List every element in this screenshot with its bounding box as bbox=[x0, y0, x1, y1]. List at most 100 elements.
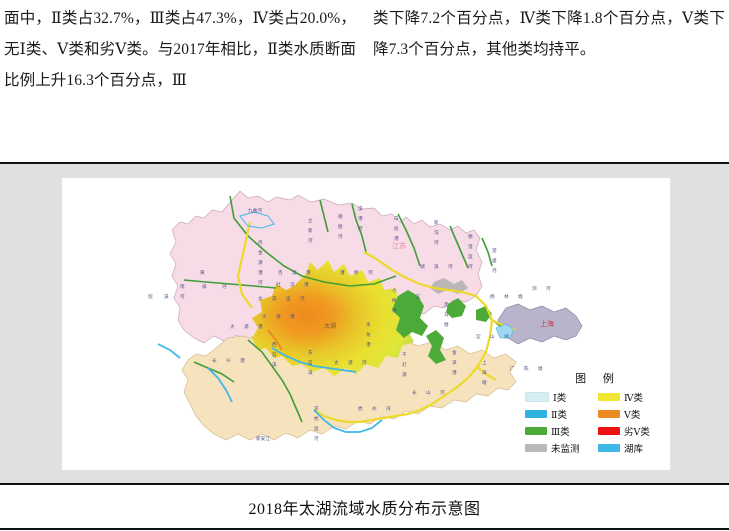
svg-text:塘: 塘 bbox=[444, 321, 449, 328]
svg-text:州: 州 bbox=[372, 406, 377, 411]
legend-swatch-class-5 bbox=[598, 410, 620, 418]
svg-text:河: 河 bbox=[448, 263, 453, 269]
map-canvas: 江苏 上海 太湖 九曲河 丹 金 溧 漕 河 立 新 河 德 胜 河 澡 bbox=[62, 178, 670, 470]
svg-text:京: 京 bbox=[314, 405, 319, 412]
svg-text:塘: 塘 bbox=[538, 365, 543, 372]
svg-text:社: 社 bbox=[276, 281, 281, 288]
legend-item-reservoir: 湖库 bbox=[598, 441, 665, 455]
svg-text:运: 运 bbox=[286, 295, 291, 302]
svg-text:新: 新 bbox=[308, 227, 313, 234]
svg-text:锡: 锡 bbox=[468, 233, 473, 240]
svg-text:梅: 梅 bbox=[392, 297, 397, 304]
svg-text:运: 运 bbox=[314, 425, 319, 432]
svg-text:湖: 湖 bbox=[420, 263, 425, 270]
svg-text:港: 港 bbox=[258, 323, 263, 330]
svg-text:杭: 杭 bbox=[358, 405, 363, 412]
legend-label-unmonitored: 未监测 bbox=[551, 445, 580, 455]
figure-caption: 2018年太湖流域水质分布示意图 bbox=[248, 500, 481, 518]
taihu-basin-map: 江苏 上海 太湖 九曲河 丹 金 溧 漕 河 立 新 河 德 胜 河 澡 bbox=[148, 190, 583, 442]
svg-text:浏: 浏 bbox=[532, 285, 537, 291]
legend-label-class-worse-5: 劣Ⅴ类 bbox=[624, 428, 650, 438]
svg-text:新: 新 bbox=[434, 219, 439, 226]
svg-text:新安江: 新安江 bbox=[256, 435, 270, 442]
figure-caption-top-rule bbox=[0, 483, 729, 485]
legend-swatch-class-worse-5 bbox=[598, 427, 620, 435]
svg-text:河: 河 bbox=[546, 285, 551, 291]
svg-text:九曲河: 九曲河 bbox=[248, 207, 262, 214]
svg-text:虞: 虞 bbox=[492, 257, 497, 264]
svg-text:河: 河 bbox=[440, 389, 445, 395]
svg-text:河: 河 bbox=[222, 283, 227, 289]
svg-text:兴: 兴 bbox=[226, 357, 231, 364]
legend-swatch-reservoir bbox=[598, 444, 620, 452]
svg-text:河: 河 bbox=[362, 359, 367, 365]
article-column-left: 面中，Ⅱ类占32.7%，Ⅲ类占47.3%，Ⅳ类占20.0%，无Ⅰ类、Ⅴ类和劣Ⅴ类… bbox=[4, 3, 356, 96]
svg-text:广: 广 bbox=[510, 365, 515, 372]
svg-text:河: 河 bbox=[338, 233, 343, 239]
article-paragraph-right: 类下降7.2个百分点，Ⅳ类下降1.8个百分点，Ⅴ类下降7.3个百分点，其他类均持… bbox=[373, 10, 725, 58]
svg-text:浦: 浦 bbox=[348, 359, 353, 366]
svg-text:浦: 浦 bbox=[244, 323, 249, 330]
svg-text:海: 海 bbox=[482, 369, 487, 376]
svg-text:淀: 淀 bbox=[476, 333, 481, 340]
svg-text:江: 江 bbox=[416, 293, 421, 300]
svg-text:河: 河 bbox=[468, 263, 473, 269]
map-label-taihu: 太湖 bbox=[324, 322, 336, 330]
svg-text:小: 小 bbox=[392, 287, 397, 294]
legend-swatch-class-2 bbox=[525, 410, 547, 418]
water-class-iii-patch-1 bbox=[392, 290, 428, 338]
svg-text:沟: 沟 bbox=[434, 229, 439, 236]
legend-swatch-unmonitored bbox=[525, 444, 547, 452]
svg-text:太: 太 bbox=[258, 295, 263, 302]
svg-text:溧: 溧 bbox=[258, 259, 263, 266]
svg-text:山: 山 bbox=[426, 389, 431, 396]
legend-item-class-5: Ⅴ类 bbox=[598, 407, 665, 421]
svg-text:长: 长 bbox=[412, 389, 417, 396]
svg-text:林: 林 bbox=[504, 293, 509, 300]
svg-text:河: 河 bbox=[434, 239, 439, 245]
svg-text:河: 河 bbox=[314, 435, 319, 441]
svg-text:胜: 胜 bbox=[338, 223, 343, 230]
map-label-shanghai: 上海 bbox=[540, 319, 554, 328]
svg-text:陈: 陈 bbox=[524, 365, 529, 372]
svg-text:河: 河 bbox=[358, 225, 363, 231]
legend-item-class-2: Ⅱ类 bbox=[525, 407, 592, 421]
svg-text:河: 河 bbox=[300, 295, 305, 301]
svg-text:苕: 苕 bbox=[272, 351, 277, 358]
legend-title: 图 例 bbox=[575, 373, 621, 385]
svg-text:塘: 塘 bbox=[518, 293, 523, 300]
svg-text:湖: 湖 bbox=[504, 333, 509, 340]
svg-text:屈: 屈 bbox=[394, 226, 399, 232]
article-paragraph-left: 面中，Ⅱ类占32.7%，Ⅲ类占47.3%，Ⅳ类占20.0%，无Ⅰ类、Ⅴ类和劣Ⅴ类… bbox=[4, 10, 356, 89]
legend-label-class-2: Ⅱ类 bbox=[551, 411, 567, 421]
svg-text:运: 运 bbox=[468, 253, 473, 260]
svg-text:金: 金 bbox=[452, 349, 457, 355]
svg-text:西: 西 bbox=[272, 342, 277, 348]
svg-text:河: 河 bbox=[368, 269, 373, 275]
svg-text:太: 太 bbox=[334, 359, 339, 366]
svg-text:渎: 渎 bbox=[290, 281, 295, 288]
svg-text:港: 港 bbox=[290, 313, 295, 320]
article-column-right: 类下降7.2个百分点，Ⅳ类下降1.8个百分点，Ⅴ类下降7.3个百分点，其他类均持… bbox=[373, 3, 725, 65]
rivers-class-v bbox=[267, 329, 283, 351]
jiuqu-lake bbox=[239, 211, 275, 229]
svg-text:龙: 龙 bbox=[366, 331, 371, 338]
svg-text:杭: 杭 bbox=[314, 415, 319, 422]
svg-text:德: 德 bbox=[338, 213, 343, 220]
svg-text:泽: 泽 bbox=[452, 359, 457, 366]
svg-text:溪: 溪 bbox=[272, 361, 277, 368]
svg-text:上: 上 bbox=[482, 359, 487, 365]
svg-text:溪: 溪 bbox=[308, 369, 313, 376]
svg-text:塘: 塘 bbox=[482, 379, 487, 386]
svg-text:立: 立 bbox=[308, 217, 313, 223]
svg-text:金: 金 bbox=[258, 249, 263, 255]
legend-item-class-worse-5: 劣Ⅴ类 bbox=[598, 424, 665, 438]
water-class-iii-patch-2 bbox=[426, 330, 446, 364]
svg-text:白: 白 bbox=[394, 215, 399, 222]
svg-text:东: 东 bbox=[308, 349, 313, 355]
figure-top-rule bbox=[0, 162, 729, 164]
svg-text:港: 港 bbox=[366, 341, 371, 348]
svg-text:大: 大 bbox=[262, 313, 267, 320]
svg-text:烷: 烷 bbox=[148, 293, 153, 300]
map-geometry: 江苏 上海 太湖 九曲河 丹 金 溧 漕 河 立 新 河 德 胜 河 澡 bbox=[148, 190, 583, 442]
